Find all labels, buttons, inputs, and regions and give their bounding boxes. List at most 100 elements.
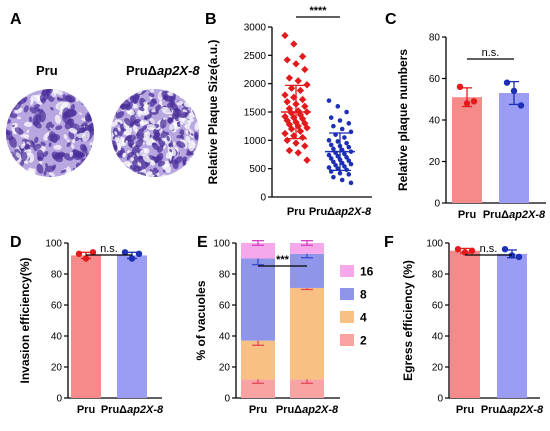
panel-e-legend-label: 2: [360, 334, 367, 348]
panel-e-significance-label: ***: [276, 254, 290, 266]
panel-b-data-point: [328, 142, 334, 148]
panel-b-data-point: [301, 65, 309, 74]
panel-b-x-tick-label: PruΔap2X-8: [309, 206, 372, 218]
panel-d-y-tick-label: 100: [45, 239, 62, 250]
panel-b-data-point: [339, 126, 345, 132]
panel-f-y-tick-label: 0: [437, 394, 443, 405]
panel-b-y-tick-label: 500: [249, 164, 266, 175]
panel-b-data-point: [296, 127, 305, 135]
panel-e-legend-swatch: [340, 265, 354, 277]
panel-b-data-point: [342, 135, 347, 140]
panel-b-data-point: [285, 146, 294, 155]
panel-f-y-tick-label: 100: [426, 239, 443, 250]
panel-e-legend-label: 8: [360, 288, 367, 302]
panel-b-data-point: [337, 170, 343, 176]
panel-e-legend-label: 4: [360, 311, 367, 325]
panel-e-y-tick-label: 20: [219, 363, 231, 374]
panel-e-y-tick-label: 0: [224, 394, 230, 405]
panel-b-y-tick-label: 2500: [244, 51, 267, 62]
panel-b-data-point: [292, 139, 300, 147]
panel-d-x-tick-label: PruΔap2X-8: [101, 404, 164, 416]
panel-e-y-tick-label: 80: [219, 270, 231, 281]
panel-e-stack-segment: [290, 287, 324, 380]
panel-d-y-tick-label: 40: [51, 332, 63, 343]
panel-c-data-point: [503, 79, 511, 86]
panel-e-y-tick-label: 100: [213, 239, 230, 250]
panel-d-data-point: [128, 255, 136, 262]
panel-d-x-tick-label: Pru: [77, 404, 95, 416]
panel-b-data-point: [331, 159, 336, 165]
panel-b-y-tick-label: 2000: [244, 79, 267, 90]
panel-a-images: Pru PruΔap2X-8: [6, 63, 200, 177]
panel-f-data-point: [501, 246, 509, 253]
panel-d-y-tick-label: 60: [51, 301, 63, 312]
panel-letter-f: F: [384, 234, 394, 251]
panel-b-data-point: [298, 133, 307, 142]
panel-f-x-tick-label: Pru: [456, 404, 474, 416]
panel-b-data-point: [287, 84, 296, 92]
panel-a-label-mut: PruΔap2X-8: [126, 63, 200, 78]
panel-b-data-point: [285, 74, 294, 82]
panel-c-y-axis-title: Relative plaque numbers: [396, 49, 410, 191]
panel-e-stack-segment: [241, 379, 275, 398]
panel-b-y-tick-label: 0: [260, 193, 266, 204]
panel-b-data-point: [283, 136, 291, 145]
panel-b-data-point: [287, 125, 296, 133]
panel-b-data-point: [335, 104, 341, 109]
panel-b-data-point: [298, 95, 307, 104]
panel-b-data-point: [348, 180, 354, 186]
panel-b-data-point: [303, 124, 311, 132]
panel-b-data-point: [326, 98, 332, 103]
panel-d-data-point: [121, 249, 129, 256]
panel-e-stack-segment: [241, 243, 275, 259]
panel-b-data-point: [298, 52, 307, 61]
panel-e-stack-segment: [290, 253, 324, 288]
panel-d-y-tick-label: 20: [51, 363, 63, 374]
panel-e-x-tick-label: Pru: [249, 404, 267, 416]
panel-b-data-point: [328, 115, 334, 120]
panel-b-data-point: [333, 162, 338, 168]
panel-b-data-point: [326, 152, 332, 158]
panel-e-y-tick-label: 40: [219, 332, 231, 343]
panel-c-y-tick-label: 40: [429, 116, 441, 127]
panel-b-data-point: [339, 177, 345, 183]
panel-b-data-point: [339, 160, 345, 166]
panel-b-data-point: [337, 118, 343, 123]
panel-f-x-tick-label: PruΔap2X-8: [481, 404, 544, 416]
panel-b-data-point: [346, 121, 352, 126]
panel-letter-d: D: [10, 234, 22, 251]
panel-c-x-tick-label: Pru: [458, 209, 476, 221]
panel-e-y-axis-title: % of vacuoles: [194, 280, 208, 360]
panel-b-data-point: [346, 144, 352, 150]
panel-b-data-point: [283, 98, 291, 106]
panel-f-y-tick-label: 20: [432, 363, 444, 374]
panel-c-data-point: [456, 83, 464, 91]
panel-e-legend-swatch: [340, 288, 354, 300]
panel-f-data-point: [468, 247, 476, 254]
panel-d-bar: [71, 255, 101, 398]
panel-letter-a: A: [10, 11, 22, 28]
panel-b-data-point: [294, 149, 302, 157]
panel-b-data-point: [335, 153, 341, 159]
panel-b-data-point: [301, 102, 309, 111]
panel-b-data-point: [301, 142, 309, 150]
panel-b-data-point: [326, 165, 332, 170]
panel-e-stack-segment: [241, 340, 275, 380]
panel-b-data-point: [290, 40, 298, 48]
panel-f-y-tick-label: 80: [432, 270, 444, 281]
panel-e-legend-swatch: [340, 334, 354, 346]
panel-b-y-tick-label: 3000: [244, 23, 267, 34]
panel-d-y-axis-title: Invasion efficiency(%): [18, 257, 32, 383]
panel-b-data-point: [344, 109, 349, 115]
panel-b-y-axis-title: Relative Plaque Size(a.u.): [206, 40, 220, 185]
panel-b-x-tick-label: Pru: [287, 206, 305, 218]
panel-c-x-tick-label: PruΔap2X-8: [483, 209, 546, 221]
panel-d-data-point: [89, 249, 97, 256]
panel-b-data-point: [326, 138, 332, 143]
panel-b-data-point: [328, 156, 334, 161]
panel-c-bar: [452, 97, 482, 203]
panel-b-data-point: [331, 146, 336, 152]
panel-c-y-tick-label: 60: [429, 74, 441, 85]
